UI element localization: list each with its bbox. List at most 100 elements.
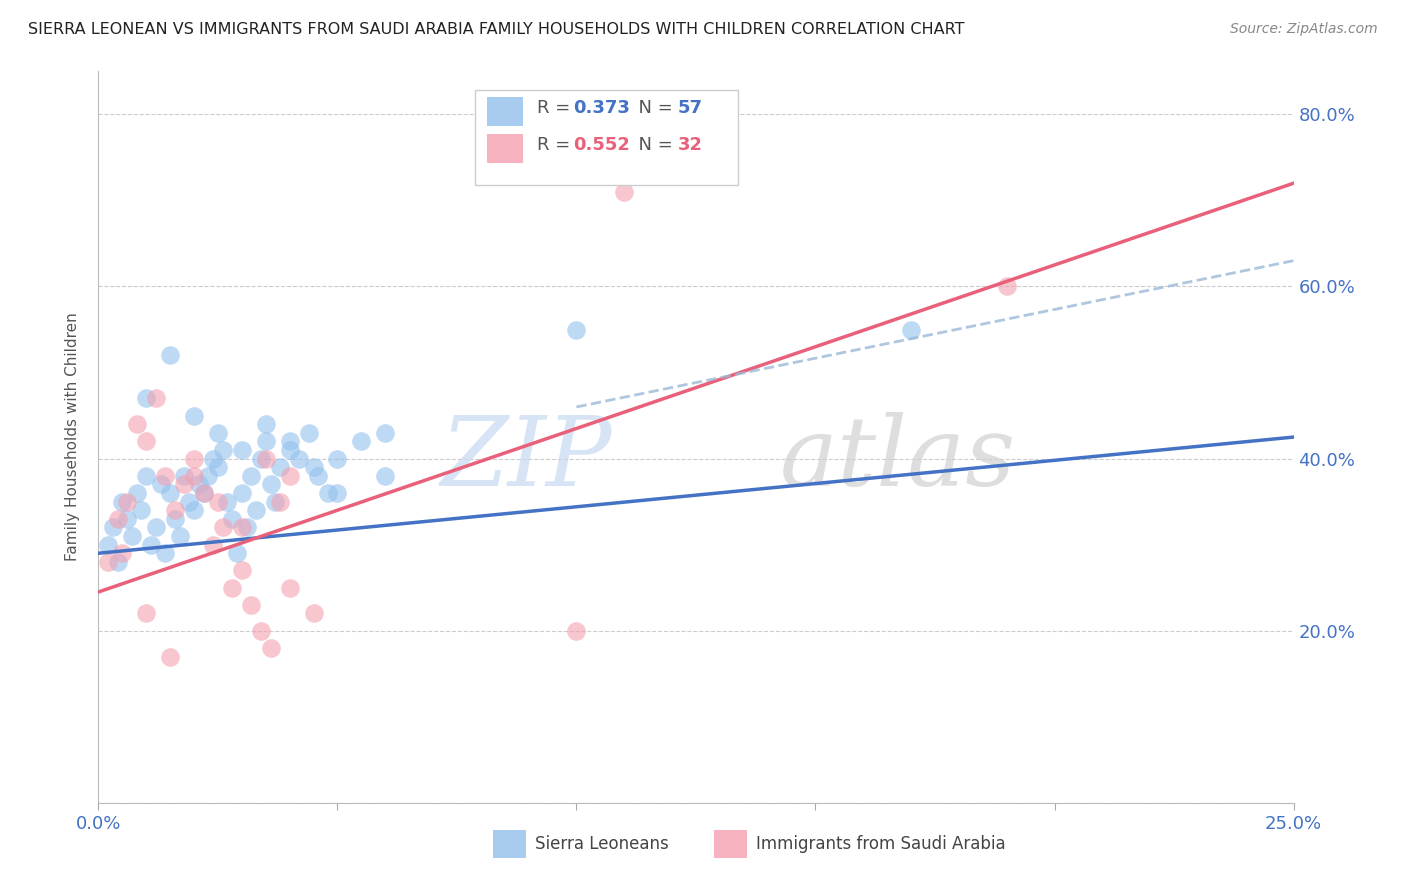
Point xyxy=(254,451,277,466)
Point xyxy=(288,451,311,466)
Bar xyxy=(494,830,526,858)
Point xyxy=(226,546,249,560)
Point xyxy=(107,512,129,526)
Point xyxy=(97,538,120,552)
Text: 0.373: 0.373 xyxy=(572,99,630,117)
Point xyxy=(101,520,124,534)
Point xyxy=(183,409,205,423)
Text: Source: ZipAtlas.com: Source: ZipAtlas.com xyxy=(1230,22,1378,37)
Point xyxy=(269,460,291,475)
Point xyxy=(264,494,287,508)
Point xyxy=(197,468,219,483)
Point xyxy=(159,348,181,362)
Point xyxy=(179,494,201,508)
Point xyxy=(298,425,321,440)
Point xyxy=(221,581,243,595)
Point xyxy=(259,477,281,491)
Y-axis label: Family Households with Children: Family Households with Children xyxy=(65,313,80,561)
Text: Sierra Leoneans: Sierra Leoneans xyxy=(534,835,668,853)
Text: Immigrants from Saudi Arabia: Immigrants from Saudi Arabia xyxy=(756,835,1005,853)
Point xyxy=(240,468,263,483)
Point xyxy=(326,451,349,466)
Point xyxy=(302,460,325,475)
Point xyxy=(374,425,396,440)
Point xyxy=(155,546,177,560)
Text: N =: N = xyxy=(627,99,678,117)
Point xyxy=(565,624,588,638)
Point xyxy=(202,538,225,552)
Point xyxy=(163,512,186,526)
Bar xyxy=(475,89,738,185)
Point xyxy=(254,434,277,449)
Point xyxy=(302,607,325,621)
Point xyxy=(107,555,129,569)
Point xyxy=(217,494,239,508)
Point xyxy=(125,486,148,500)
Point xyxy=(278,442,301,457)
Point xyxy=(613,185,636,199)
Point xyxy=(350,434,373,449)
Point xyxy=(193,486,215,500)
Point xyxy=(259,640,281,655)
Point xyxy=(169,529,191,543)
Text: R =: R = xyxy=(537,136,576,153)
Point xyxy=(145,520,167,534)
Point xyxy=(135,468,157,483)
Point xyxy=(173,468,195,483)
Point xyxy=(307,468,329,483)
Point xyxy=(278,468,301,483)
Bar xyxy=(714,830,748,858)
Point xyxy=(131,503,153,517)
Point xyxy=(202,451,225,466)
Bar xyxy=(486,97,523,127)
Point xyxy=(231,520,253,534)
Point xyxy=(565,322,588,336)
Point xyxy=(235,520,257,534)
Text: N =: N = xyxy=(627,136,678,153)
Point xyxy=(183,503,205,517)
Text: 0.552: 0.552 xyxy=(572,136,630,153)
Point xyxy=(111,494,134,508)
Point xyxy=(326,486,349,500)
Text: ZIP: ZIP xyxy=(441,412,613,506)
Point xyxy=(269,494,291,508)
Point xyxy=(240,598,263,612)
Point xyxy=(221,512,243,526)
Point xyxy=(900,322,922,336)
Point xyxy=(183,468,205,483)
Point xyxy=(278,581,301,595)
Point xyxy=(115,512,138,526)
Point xyxy=(207,460,229,475)
Point xyxy=(207,494,229,508)
Point xyxy=(316,486,339,500)
Text: SIERRA LEONEAN VS IMMIGRANTS FROM SAUDI ARABIA FAMILY HOUSEHOLDS WITH CHILDREN C: SIERRA LEONEAN VS IMMIGRANTS FROM SAUDI … xyxy=(28,22,965,37)
Text: atlas: atlas xyxy=(779,412,1015,506)
Point xyxy=(135,434,157,449)
Bar xyxy=(486,134,523,163)
Point xyxy=(245,503,267,517)
Point xyxy=(139,538,162,552)
Point xyxy=(278,434,301,449)
Point xyxy=(125,417,148,432)
Text: 32: 32 xyxy=(678,136,703,153)
Point xyxy=(193,486,215,500)
Point xyxy=(207,425,229,440)
Point xyxy=(231,486,253,500)
Point xyxy=(135,607,157,621)
Point xyxy=(111,546,134,560)
Point xyxy=(97,555,120,569)
Point xyxy=(135,392,157,406)
Point xyxy=(121,529,143,543)
Point xyxy=(173,477,195,491)
Point xyxy=(231,442,253,457)
Point xyxy=(231,564,253,578)
Text: R =: R = xyxy=(537,99,576,117)
Point xyxy=(250,624,273,638)
Point xyxy=(163,503,186,517)
Point xyxy=(155,468,177,483)
Point xyxy=(995,279,1018,293)
Point xyxy=(145,392,167,406)
Point xyxy=(374,468,396,483)
Point xyxy=(159,649,181,664)
Point xyxy=(211,520,233,534)
